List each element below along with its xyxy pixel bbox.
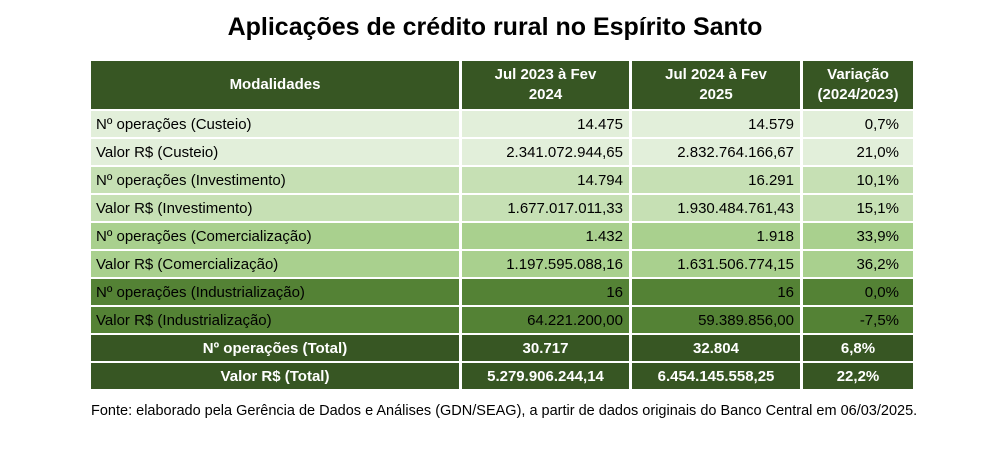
table-row: Valor R$ (Industrialização) 64.221.200,0… bbox=[91, 307, 913, 333]
header-label-modalidades: Modalidades bbox=[229, 76, 321, 93]
row-label-cell: Nº operações (Investimento) bbox=[91, 167, 459, 193]
value-cell-variacao: 0,7% bbox=[803, 111, 913, 137]
row-label-cell: Valor R$ (Comercialização) bbox=[91, 251, 459, 277]
value-cell-period2: 1.918 bbox=[632, 223, 800, 249]
header-cell-variacao: Variação (2024/2023) bbox=[803, 61, 913, 109]
value-cell-period2: 16 bbox=[632, 279, 800, 305]
total-value-period2: 6.454.145.558,25 bbox=[632, 363, 800, 389]
value-cell-period1: 64.221.200,00 bbox=[462, 307, 629, 333]
value-cell-period2: 1.930.484.761,43 bbox=[632, 195, 800, 221]
row-label-cell: Nº operações (Industrialização) bbox=[91, 279, 459, 305]
table-row: Nº operações (Comercialização) 1.432 1.9… bbox=[91, 223, 913, 249]
total-label-cell: Valor R$ (Total) bbox=[91, 363, 459, 389]
value-cell-variacao: 15,1% bbox=[803, 195, 913, 221]
page-title: Aplicações de crédito rural no Espírito … bbox=[227, 13, 763, 41]
value-cell-period1: 14.794 bbox=[462, 167, 629, 193]
table-row: Valor R$ (Custeio) 2.341.072.944,65 2.83… bbox=[91, 139, 913, 165]
source-note: Fonte: elaborado pela Gerência de Dados … bbox=[91, 403, 918, 419]
table-row: Valor R$ (Investimento) 1.677.017.011,33… bbox=[91, 195, 913, 221]
value-cell-variacao: 36,2% bbox=[803, 251, 913, 277]
total-value-variacao: 6,8% bbox=[803, 335, 913, 361]
value-cell-period2: 2.832.764.166,67 bbox=[632, 139, 800, 165]
value-cell-period2: 14.579 bbox=[632, 111, 800, 137]
header-cell-period-2024-2025: Jul 2024 à Fev 2025 bbox=[632, 61, 800, 109]
total-value-period1: 30.717 bbox=[462, 335, 629, 361]
value-cell-variacao: 21,0% bbox=[803, 139, 913, 165]
value-cell-period1: 16 bbox=[462, 279, 629, 305]
value-cell-variacao: -7,5% bbox=[803, 307, 913, 333]
value-cell-period1: 2.341.072.944,65 bbox=[462, 139, 629, 165]
value-cell-period1: 1.197.595.088,16 bbox=[462, 251, 629, 277]
value-cell-period1: 1.677.017.011,33 bbox=[462, 195, 629, 221]
total-value-period1: 5.279.906.244,14 bbox=[462, 363, 629, 389]
value-cell-period2: 16.291 bbox=[632, 167, 800, 193]
row-label-cell: Nº operações (Custeio) bbox=[91, 111, 459, 137]
value-cell-variacao: 0,0% bbox=[803, 279, 913, 305]
table-row: Nº operações (Investimento) 14.794 16.29… bbox=[91, 167, 913, 193]
value-cell-variacao: 10,1% bbox=[803, 167, 913, 193]
value-cell-period2: 1.631.506.774,15 bbox=[632, 251, 800, 277]
row-label-cell: Valor R$ (Industrialização) bbox=[91, 307, 459, 333]
rural-credit-table: Modalidades Jul 2023 à Fev 2024 Jul 2024… bbox=[88, 59, 916, 391]
total-row-valor: Valor R$ (Total) 5.279.906.244,14 6.454.… bbox=[91, 363, 913, 389]
value-cell-period1: 14.475 bbox=[462, 111, 629, 137]
header-cell-modalidades: Modalidades bbox=[91, 61, 459, 109]
total-label-cell: Nº operações (Total) bbox=[91, 335, 459, 361]
value-cell-period2: 59.389.856,00 bbox=[632, 307, 800, 333]
row-label-cell: Valor R$ (Investimento) bbox=[91, 195, 459, 221]
header-cell-period-2023-2024: Jul 2023 à Fev 2024 bbox=[462, 61, 629, 109]
total-row-operacoes: Nº operações (Total) 30.717 32.804 6,8% bbox=[91, 335, 913, 361]
value-cell-variacao: 33,9% bbox=[803, 223, 913, 249]
table-row: Valor R$ (Comercialização) 1.197.595.088… bbox=[91, 251, 913, 277]
row-label-cell: Valor R$ (Custeio) bbox=[91, 139, 459, 165]
total-value-period2: 32.804 bbox=[632, 335, 800, 361]
table-row: Nº operações (Industrialização) 16 16 0,… bbox=[91, 279, 913, 305]
table-row: Nº operações (Custeio) 14.475 14.579 0,7… bbox=[91, 111, 913, 137]
value-cell-period1: 1.432 bbox=[462, 223, 629, 249]
total-value-variacao: 22,2% bbox=[803, 363, 913, 389]
row-label-cell: Nº operações (Comercialização) bbox=[91, 223, 459, 249]
rural-credit-table-container: Modalidades Jul 2023 à Fev 2024 Jul 2024… bbox=[88, 59, 990, 391]
table-header-row: Modalidades Jul 2023 à Fev 2024 Jul 2024… bbox=[91, 61, 913, 109]
